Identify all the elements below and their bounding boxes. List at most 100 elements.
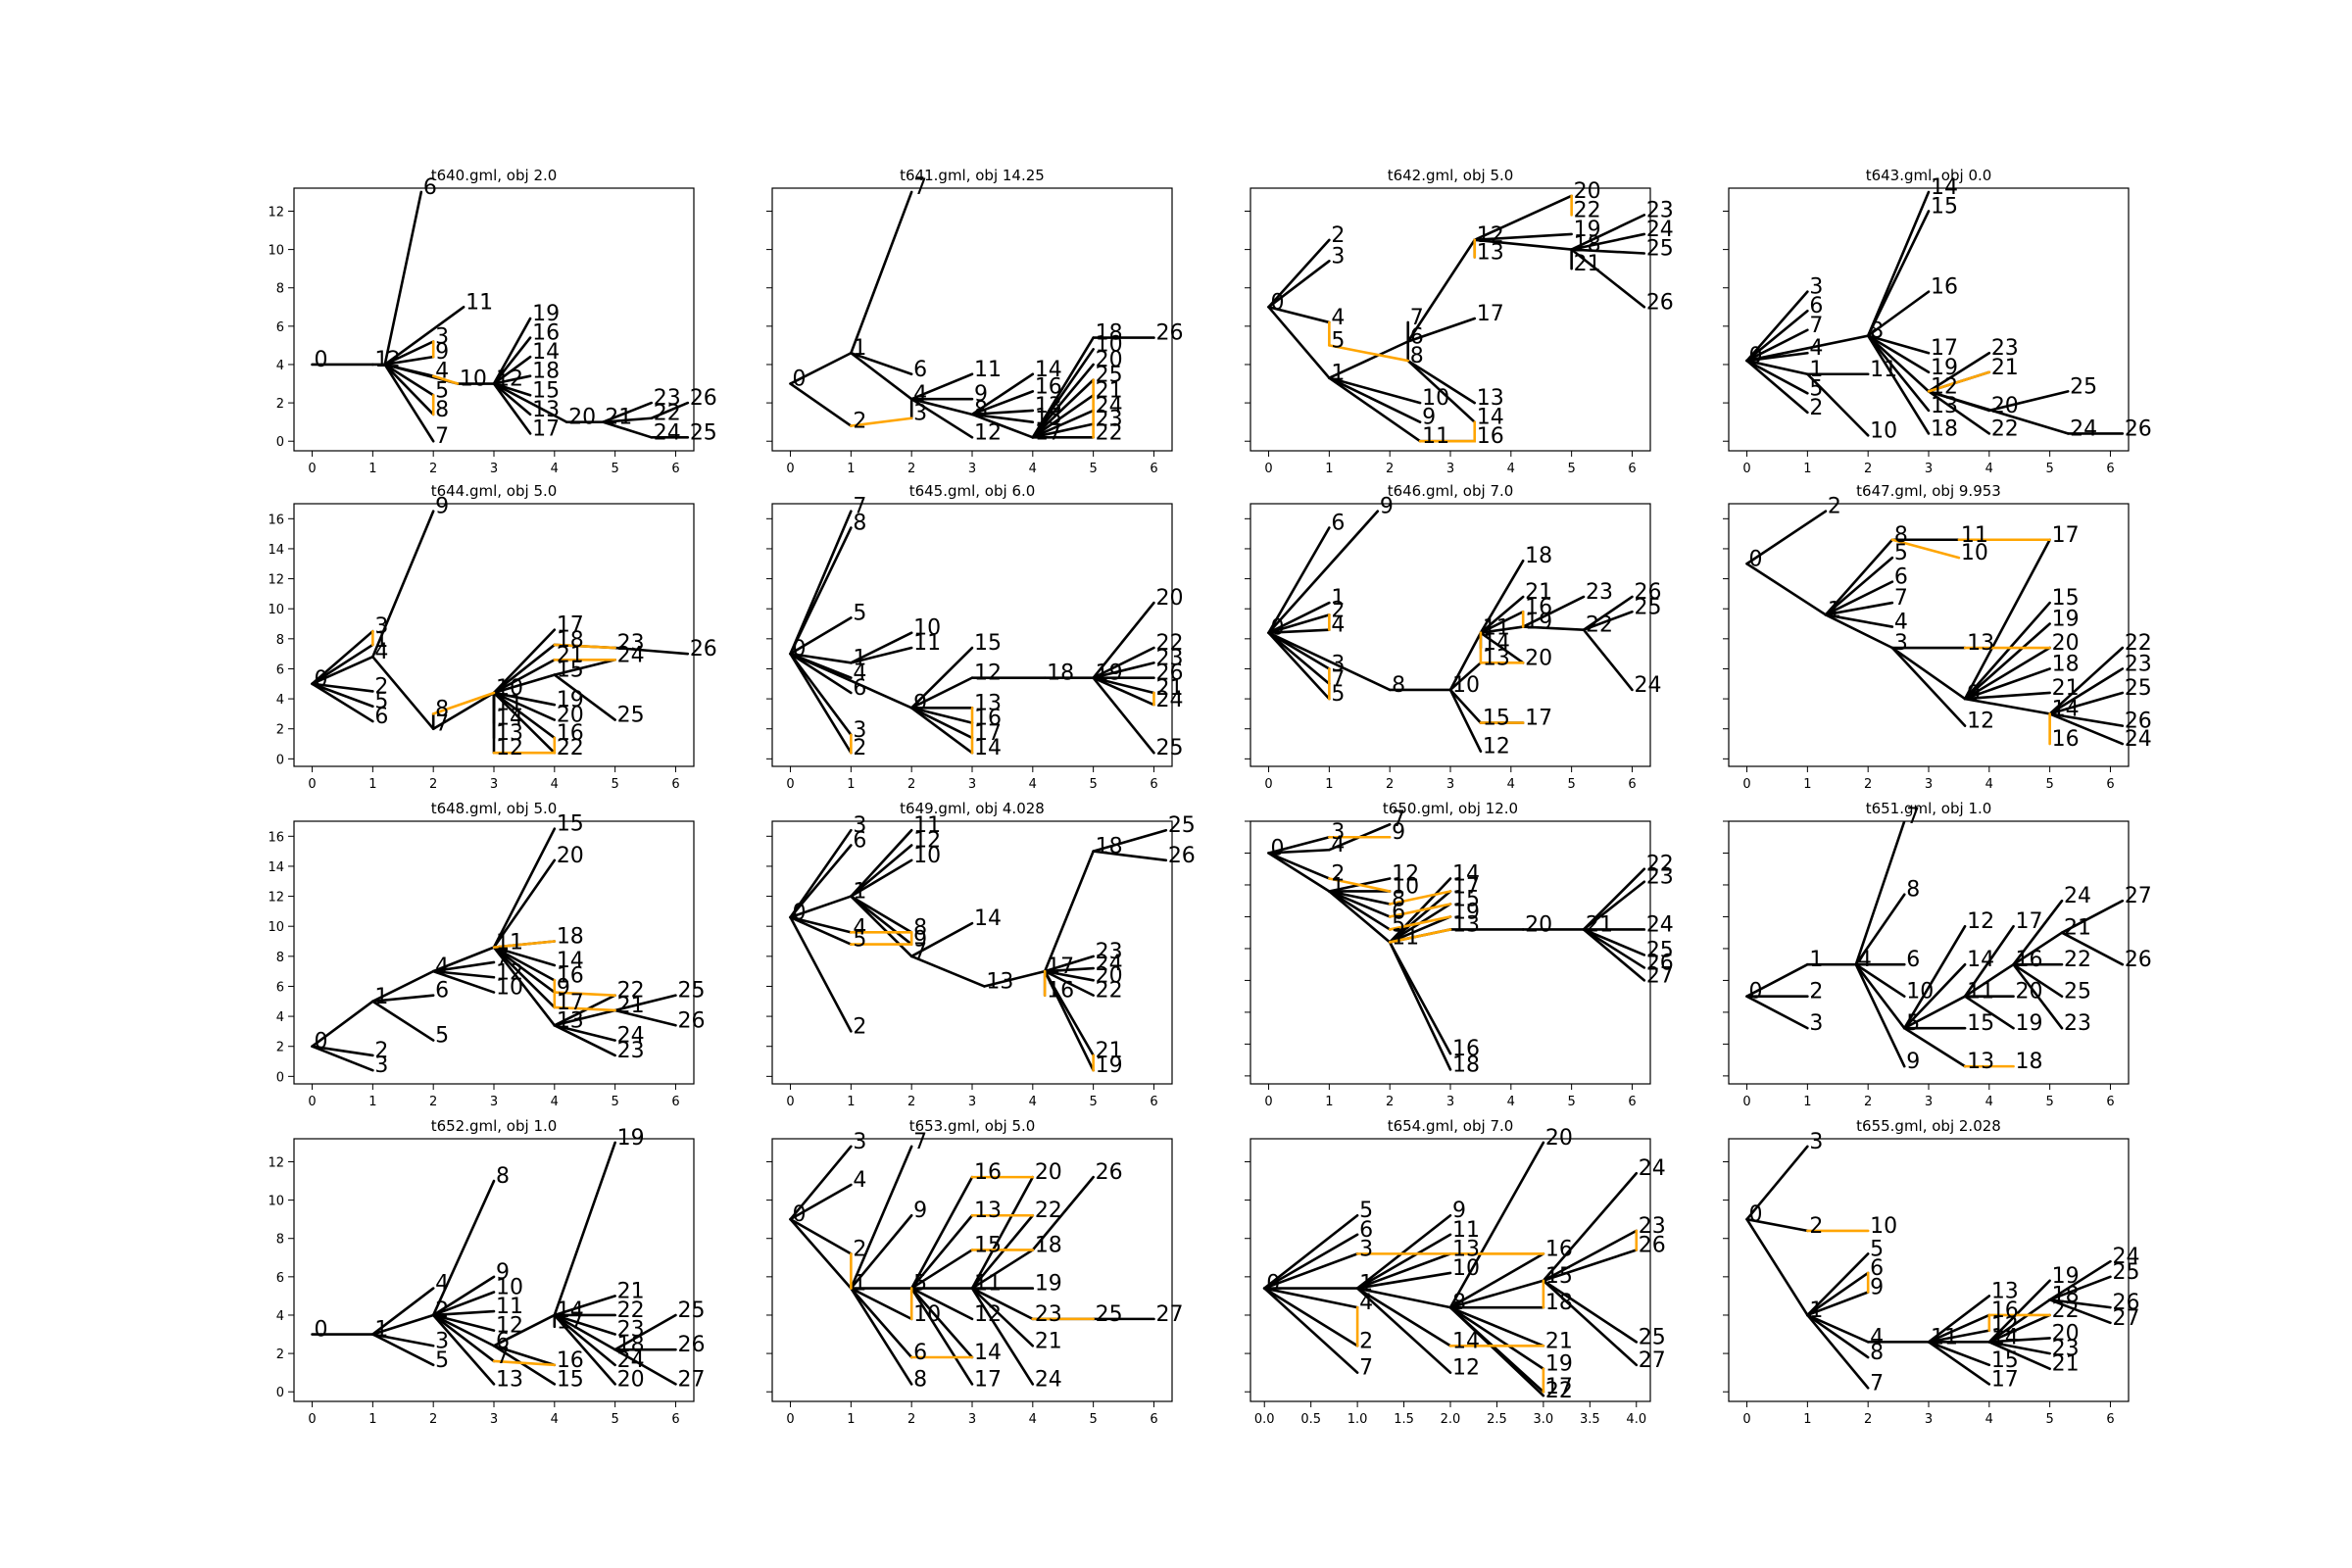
node-label: 14 xyxy=(1991,1325,2019,1349)
node-label: 2 xyxy=(1331,223,1345,248)
node-label: 26 xyxy=(2125,948,2152,972)
node-label: 6 xyxy=(374,705,388,729)
x-tick-label: 1.5 xyxy=(1394,1412,1414,1427)
graph-edge xyxy=(1927,1313,1991,1344)
x-tick-label: 6 xyxy=(1150,777,1157,792)
x-tick-label: 3 xyxy=(1925,462,1933,476)
graph-edge xyxy=(1866,210,1931,337)
node-label: 23 xyxy=(617,631,645,656)
node-label: 25 xyxy=(1096,364,1123,388)
node-label: 12 xyxy=(1392,861,1419,886)
node-label: 6 xyxy=(913,1341,927,1365)
node-label: 2 xyxy=(853,410,866,434)
node-label: 8 xyxy=(913,915,927,940)
subplot-title: t648.gml, obj 5.0 xyxy=(431,800,558,817)
graph-edge xyxy=(1355,1287,1452,1348)
node-label: 11 xyxy=(1392,925,1419,950)
node-label: 4 xyxy=(1809,336,1823,361)
x-tick-label: 6 xyxy=(1628,462,1636,476)
y-tick-label: 0 xyxy=(276,1386,284,1400)
graph-edge xyxy=(383,355,435,367)
subplot-3: t643.gml, obj 0.00 1 2 3 4 5 60367415211810141… xyxy=(1723,167,2152,476)
graph-edge xyxy=(1542,1279,1639,1344)
node-label: 7 xyxy=(1331,667,1345,692)
graph-edge xyxy=(909,706,974,724)
node-label: 15 xyxy=(974,1233,1002,1257)
graph-edge xyxy=(1448,1305,1545,1397)
graph-edge xyxy=(2048,646,2125,715)
node-label: 0 xyxy=(793,368,807,392)
graph-edge xyxy=(1448,1279,1545,1309)
node-label: 17 xyxy=(532,416,560,441)
graph-edge xyxy=(1582,595,1634,631)
node-label: 25 xyxy=(1646,237,1674,262)
x-tick-label: 1 xyxy=(368,777,376,792)
graph-edge xyxy=(492,858,557,949)
edge-layer xyxy=(1745,1145,2112,1390)
node-label: 8 xyxy=(853,512,866,536)
graph-edge xyxy=(383,363,435,443)
y-tick-label: 4 xyxy=(276,1010,284,1025)
node-label: 13 xyxy=(1452,1237,1480,1261)
node-label: 7 xyxy=(1809,314,1823,338)
graph-edge xyxy=(1866,334,1931,413)
graph-edge xyxy=(431,1275,496,1317)
node-label: 4 xyxy=(1331,833,1345,858)
graph-edge xyxy=(1406,359,1477,423)
graph-edge xyxy=(970,413,1035,439)
graph-edge xyxy=(431,1313,496,1363)
graph-edge xyxy=(789,526,853,656)
highlighted-edge xyxy=(1388,915,1452,931)
node-label: 13 xyxy=(1477,240,1504,265)
node-label: 3 xyxy=(913,402,927,426)
y-tick-label: 2 xyxy=(276,723,284,738)
node-label: 10 xyxy=(913,616,941,641)
node-label: 13 xyxy=(974,691,1002,715)
node-label: 17 xyxy=(557,991,584,1015)
node-label: 20 xyxy=(617,1367,645,1392)
y-tick-label: 8 xyxy=(276,951,284,965)
graph-edge xyxy=(492,946,557,982)
node-label: 14 xyxy=(1035,358,1062,382)
node-label: 9 xyxy=(1422,406,1436,430)
graph-edge xyxy=(1745,334,1870,363)
node-label: 4 xyxy=(1359,1291,1373,1315)
graph-edge xyxy=(1745,1217,1809,1233)
node-label: 15 xyxy=(1545,1264,1573,1289)
x-tick-label: 1.0 xyxy=(1348,1412,1368,1427)
node-label: 10 xyxy=(913,844,941,868)
node-label: 6 xyxy=(1359,1218,1373,1243)
graph-edge xyxy=(553,1313,616,1386)
graph-edge xyxy=(1031,1175,1095,1251)
x-tick-label: 3.5 xyxy=(1580,1412,1600,1427)
graph-edge xyxy=(1355,1233,1452,1290)
x-tick-label: 6 xyxy=(1150,1095,1157,1109)
node-label: 12 xyxy=(974,1302,1002,1327)
graph-edge xyxy=(371,969,435,1004)
subplot-4: t644.gml, obj 5.00 1 2 3 4 5 60246810121416031… xyxy=(268,482,716,792)
subplot-title: t650.gml, obj 12.0 xyxy=(1383,800,1518,817)
graph-edge xyxy=(1890,646,1967,727)
node-label: 27 xyxy=(1155,1302,1183,1327)
node-label: 19 xyxy=(532,302,560,326)
graph-edge xyxy=(1745,359,1809,415)
node-label: 5 xyxy=(1894,541,1908,565)
subplot-title: t644.gml, obj 5.0 xyxy=(431,482,558,500)
x-tick-label: 1 xyxy=(368,1412,376,1427)
node-label: 4 xyxy=(1870,1325,1884,1349)
node-label: 13 xyxy=(557,1008,584,1033)
graph-edge xyxy=(2048,1298,2112,1309)
graph-edge xyxy=(1267,848,1331,855)
graph-edge xyxy=(1902,924,1967,1030)
graph-edge xyxy=(789,382,853,427)
node-label: 7 xyxy=(496,1345,510,1369)
node-label: 14 xyxy=(1483,631,1510,656)
x-tick-label: 1 xyxy=(368,462,376,476)
graph-edge xyxy=(1267,305,1331,379)
graph-edge xyxy=(371,1000,435,1042)
node-label: 22 xyxy=(557,736,584,760)
graph-edge xyxy=(1927,1341,1991,1386)
node-label: 24 xyxy=(1639,1156,1666,1181)
